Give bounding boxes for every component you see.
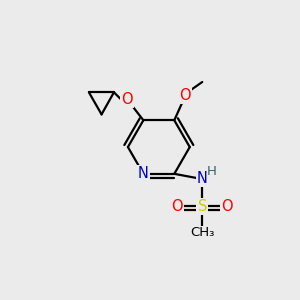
Text: O: O [171,199,183,214]
Text: N: N [138,166,149,181]
Text: CH₃: CH₃ [190,226,214,239]
Text: O: O [221,199,233,214]
Text: H: H [207,165,217,178]
Text: O: O [122,92,133,107]
Text: O: O [179,88,190,103]
Text: N: N [197,171,208,186]
Text: S: S [198,199,207,214]
